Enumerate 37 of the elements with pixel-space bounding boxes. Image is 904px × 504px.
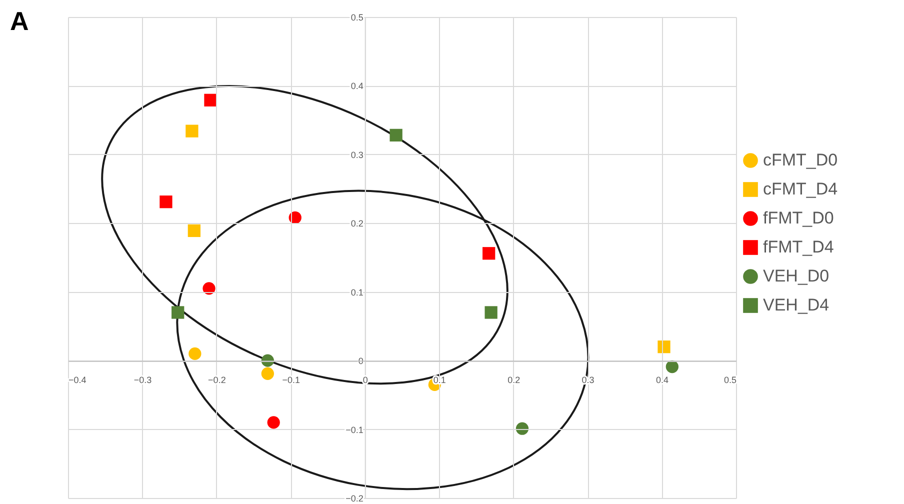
y-tick-label: −0.2 <box>346 494 364 504</box>
x-tick-label: −0.1 <box>282 375 300 386</box>
x-tick-label: 0.1 <box>433 375 446 386</box>
point <box>484 306 498 319</box>
point <box>482 247 496 260</box>
point <box>188 347 202 360</box>
legend-label: fFMT_D0 <box>763 208 834 228</box>
point <box>666 360 678 374</box>
x-tick-label: 0.2 <box>508 375 520 386</box>
legend-label: VEH_D4 <box>763 296 830 314</box>
point <box>202 282 216 295</box>
x-tick-label: 0.4 <box>656 375 669 386</box>
point <box>172 306 184 319</box>
x-tick-label: 0.5 <box>724 375 736 386</box>
x-tick-label: −0.3 <box>134 375 152 386</box>
point <box>390 128 402 142</box>
point <box>516 422 529 435</box>
chart-title: A <box>10 6 29 36</box>
x-tick-label: −0.4 <box>68 375 86 386</box>
point <box>188 224 200 238</box>
y-tick-label: 0.1 <box>350 287 364 298</box>
y-tick-label: −0.1 <box>346 424 364 435</box>
point <box>658 340 670 354</box>
point <box>204 94 217 106</box>
legend-label: cFMT_D4 <box>763 180 838 198</box>
x-tick-label: −0.2 <box>208 375 226 386</box>
legend-label: cFMT_D0 <box>763 150 838 170</box>
legend-label: fFMT_D4 <box>763 238 834 256</box>
point <box>261 367 274 380</box>
y-tick-label: 0.3 <box>350 150 364 160</box>
y-tick-label: 0.5 <box>350 12 364 22</box>
y-tick-label: 0.2 <box>350 218 364 229</box>
point <box>267 416 280 429</box>
point <box>186 124 198 138</box>
legend-label: VEH_D0 <box>763 266 830 286</box>
y-tick-label: 0.4 <box>350 81 364 92</box>
point <box>160 196 172 208</box>
